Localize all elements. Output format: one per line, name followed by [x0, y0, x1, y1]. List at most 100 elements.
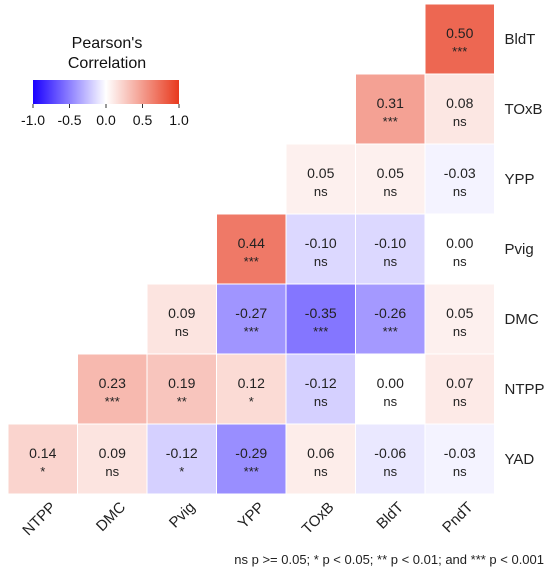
heatmap-cell: 0.08 ns	[424, 73, 495, 145]
cell-value-label: 0.05	[446, 305, 473, 321]
legend-colorbar	[33, 80, 179, 104]
heatmap-cell: -0.03 ns	[424, 143, 495, 215]
heatmap-cell: -0.27 ***	[216, 283, 287, 355]
heatmap-cell-fill	[146, 353, 217, 425]
heatmap-cell-fill	[424, 283, 495, 355]
legend-tick-label: -1.0	[21, 112, 45, 128]
row-label: YPP	[505, 171, 535, 188]
cell-significance-label: ***	[313, 324, 328, 339]
heatmap-cell-fill	[355, 353, 426, 425]
cell-value-label: -0.03	[444, 445, 476, 461]
heatmap-cell-fill	[424, 423, 495, 495]
heatmap-cell: 0.05 ns	[355, 143, 426, 215]
heatmap-cell-fill	[216, 423, 287, 495]
cell-significance-label: ***	[244, 464, 259, 479]
cell-value-label: 0.08	[446, 95, 473, 111]
heatmap-cell: -0.29 ***	[216, 423, 287, 495]
heatmap-cell: 0.05 ns	[285, 143, 356, 215]
row-label: YAD	[505, 451, 535, 468]
cell-value-label: -0.27	[235, 305, 267, 321]
row-label: NTPP	[505, 381, 545, 398]
cell-significance-label: ns	[453, 464, 467, 479]
cell-value-label: -0.03	[444, 165, 476, 181]
heatmap-cell: -0.10 ns	[285, 213, 356, 285]
cell-value-label: 0.23	[99, 375, 126, 391]
heatmap-cell-fill	[424, 353, 495, 425]
cell-significance-label: ns	[105, 464, 119, 479]
column-label: TOxB	[299, 499, 338, 538]
row-label: DMC	[505, 311, 539, 328]
cell-value-label: 0.09	[99, 445, 126, 461]
cell-significance-label: ns	[453, 254, 467, 269]
heatmap-cell-fill	[7, 423, 78, 495]
heatmap-cell: 0.44 ***	[216, 213, 287, 285]
legend-tick-label: 0.0	[96, 112, 116, 128]
heatmap-cell: 0.05 ns	[424, 283, 495, 355]
cell-value-label: 0.00	[446, 235, 473, 251]
column-label: DMC	[93, 499, 129, 535]
legend-tick-label: 0.5	[133, 112, 153, 128]
heatmap-cell-fill	[355, 423, 426, 495]
cell-value-label: 0.09	[168, 305, 195, 321]
cell-significance-label: ns	[383, 394, 397, 409]
cell-value-label: -0.29	[235, 445, 267, 461]
legend-ticks: -1.0 -0.5 0.0 0.5 1.0	[21, 104, 189, 128]
cell-significance-label: ns	[453, 324, 467, 339]
row-label: Pvig	[505, 241, 534, 258]
cell-value-label: -0.10	[374, 235, 406, 251]
cell-significance-label: ns	[383, 464, 397, 479]
cell-value-label: -0.26	[374, 305, 406, 321]
row-labels: BldT TOxB YPP Pvig DMC NTPP YAD	[505, 31, 545, 468]
column-labels: NTPP DMC Pvig YPP TOxB BldT PndT	[19, 499, 476, 539]
cell-value-label: 0.31	[377, 95, 404, 111]
cell-value-label: 0.12	[238, 375, 265, 391]
cell-significance-label: ns	[453, 394, 467, 409]
heatmap-cell-fill	[146, 283, 217, 355]
heatmap-cell: -0.35 ***	[285, 283, 356, 355]
heatmap-cell-fill	[285, 283, 356, 355]
heatmap-cell-fill	[285, 143, 356, 215]
cell-significance-label: *	[179, 464, 184, 479]
column-label: NTPP	[19, 499, 59, 539]
cell-significance-label: ns	[314, 254, 328, 269]
heatmap-cell: 0.19 **	[146, 353, 217, 425]
heatmap-cell: 0.07 ns	[424, 353, 495, 425]
row-label: BldT	[505, 31, 536, 48]
row-label: TOxB	[505, 101, 543, 118]
cell-value-label: -0.12	[305, 375, 337, 391]
cell-significance-label: ***	[383, 114, 398, 129]
column-label: BldT	[373, 499, 407, 533]
heatmap-cell: -0.12 ns	[285, 353, 356, 425]
heatmap-cell-fill	[77, 423, 148, 495]
heatmap-cell-fill	[424, 3, 495, 75]
heatmap-cell-fill	[424, 143, 495, 215]
heatmap-cell-fill	[424, 73, 495, 145]
heatmap-cell-fill	[355, 213, 426, 285]
cell-value-label: 0.05	[307, 165, 334, 181]
cell-value-label: -0.12	[166, 445, 198, 461]
cell-value-label: 0.50	[446, 25, 473, 41]
cell-value-label: -0.10	[305, 235, 337, 251]
heatmap-cell: 0.31 ***	[355, 73, 426, 145]
cell-value-label: 0.00	[377, 375, 404, 391]
cell-value-label: 0.05	[377, 165, 404, 181]
cell-significance-label: ***	[105, 394, 120, 409]
significance-footnote: ns p >= 0.05; * p < 0.05; ** p < 0.01; a…	[234, 552, 544, 567]
cell-significance-label: *	[249, 394, 254, 409]
cell-value-label: 0.19	[168, 375, 195, 391]
cell-value-label: -0.35	[305, 305, 337, 321]
legend-tick-label: -0.5	[57, 112, 81, 128]
heatmap-cell-fill	[216, 353, 287, 425]
cell-value-label: 0.07	[446, 375, 473, 391]
cell-value-label: -0.06	[374, 445, 406, 461]
heatmap-cells: 0.50***0.31***0.08ns0.05ns0.05ns-0.03ns0…	[7, 3, 495, 495]
heatmap-cell-fill	[424, 213, 495, 285]
cell-significance-label: ns	[453, 184, 467, 199]
heatmap-cell: 0.09 ns	[77, 423, 148, 495]
cell-value-label: 0.44	[238, 235, 265, 251]
legend-tick-label: 1.0	[169, 112, 189, 128]
column-label: Pvig	[166, 499, 199, 532]
heatmap-cell: 0.00 ns	[355, 353, 426, 425]
heatmap-cell: -0.10 ns	[355, 213, 426, 285]
heatmap-cell-fill	[285, 353, 356, 425]
